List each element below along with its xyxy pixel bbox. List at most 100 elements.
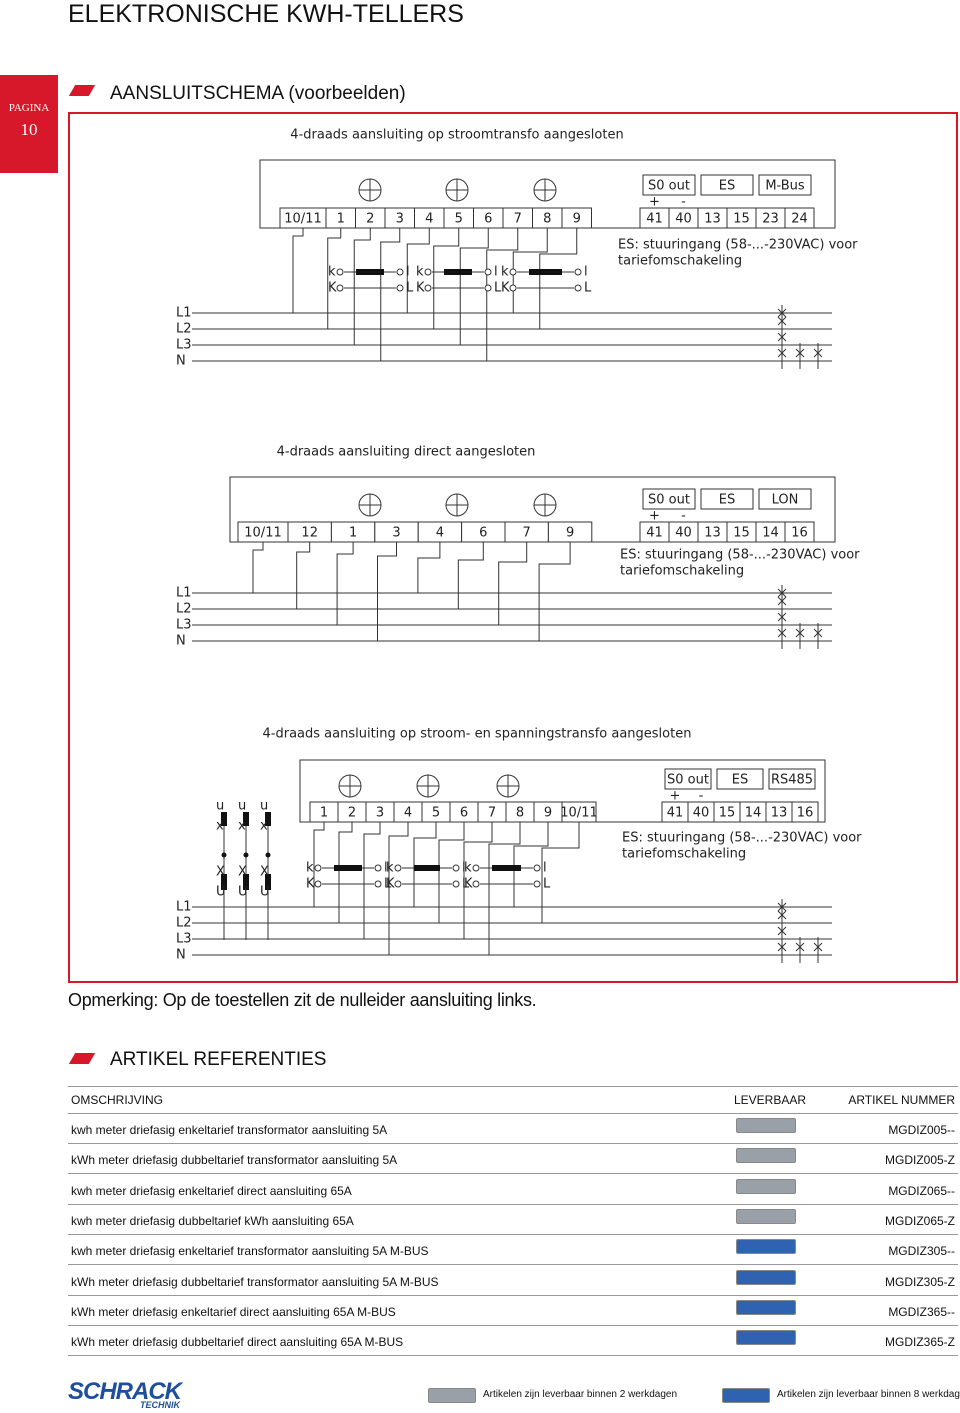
ct-terminal bbox=[314, 880, 322, 888]
wire bbox=[388, 822, 409, 955]
wire bbox=[292, 228, 304, 313]
logo: SCHRACK TECHNIK bbox=[68, 1378, 193, 1410]
section-marker bbox=[68, 1053, 96, 1064]
wire bbox=[539, 228, 578, 329]
terminal-label: 3 bbox=[396, 212, 404, 227]
ct-label: l bbox=[406, 265, 410, 280]
terminal-label: 9 bbox=[573, 212, 581, 227]
terminal-label: 1 bbox=[337, 212, 345, 227]
terminal-label: 8 bbox=[516, 806, 524, 821]
ct-coil bbox=[414, 865, 440, 871]
ct-terminal bbox=[396, 284, 404, 292]
output-label: RS485 bbox=[771, 773, 813, 788]
wire bbox=[413, 822, 437, 907]
ct-terminal bbox=[396, 268, 404, 276]
table-header: OMSCHRIJVING LEVERBAAR ARTIKEL NUMMER bbox=[68, 1086, 958, 1114]
description-cell: kWh meter driefasig enkeltarief direct a… bbox=[71, 1304, 396, 1319]
wire bbox=[313, 822, 325, 907]
wire bbox=[488, 822, 521, 955]
output-label: ES bbox=[719, 179, 735, 194]
phase-label: L2 bbox=[176, 322, 192, 337]
phase-label: L1 bbox=[176, 586, 192, 601]
terminal-label: 7 bbox=[514, 212, 522, 227]
polarity: + bbox=[649, 195, 660, 210]
output-label-box bbox=[768, 768, 816, 790]
diagrams: 4-draads aansluiting op stroomtransfo aa… bbox=[68, 112, 958, 983]
code-cell: MGDIZ305-- bbox=[888, 1244, 955, 1259]
phase-label: N bbox=[176, 354, 186, 369]
output-label-box bbox=[758, 174, 812, 196]
output-label: ES bbox=[732, 773, 748, 788]
node bbox=[221, 852, 227, 858]
phase-label: L2 bbox=[176, 916, 192, 931]
vt-label: u bbox=[238, 799, 246, 814]
polarity: - bbox=[699, 789, 704, 804]
terminal-label: 4 bbox=[425, 212, 433, 227]
ct-coil bbox=[529, 269, 562, 275]
terminal-label: 1 bbox=[320, 806, 328, 821]
delivery-icon bbox=[736, 1269, 796, 1285]
wire bbox=[327, 228, 342, 329]
output-label-box bbox=[700, 174, 754, 196]
output-label-box bbox=[642, 488, 696, 510]
ct-coil bbox=[334, 865, 362, 871]
terminal-label: 23 bbox=[762, 212, 779, 227]
wire bbox=[433, 228, 460, 329]
ct-terminal bbox=[452, 880, 460, 888]
vt-label: X bbox=[238, 865, 247, 880]
legend-text: Artikelen zijn leverbaar binnen 8 werkda… bbox=[777, 1389, 960, 1400]
ct-label: L bbox=[584, 281, 592, 296]
ct-label: l bbox=[494, 265, 498, 280]
description-cell: kwh meter driefasig dubbeltarief kWh aan… bbox=[71, 1213, 354, 1228]
ct-terminal bbox=[509, 284, 517, 292]
vt-coil bbox=[243, 874, 249, 890]
description-cell: kWh meter driefasig dubbeltarief direct … bbox=[71, 1335, 404, 1350]
terminal-label: 9 bbox=[566, 526, 574, 541]
wire bbox=[459, 228, 489, 345]
logo-sub: TECHNIK bbox=[140, 1400, 180, 1410]
remark: Opmerking: Op de toestellen zit de nulle… bbox=[68, 990, 537, 1010]
ct-terminal bbox=[472, 880, 480, 888]
phase-label: N bbox=[176, 948, 186, 963]
ct-terminal bbox=[374, 880, 382, 888]
terminal-label: 13 bbox=[704, 526, 721, 541]
output-label: S0 out bbox=[648, 493, 690, 508]
header-cell: LEVERBAAR bbox=[734, 1093, 807, 1107]
table-row: kWh meter driefasig dubbeltarief transfo… bbox=[68, 1143, 958, 1175]
diagram-title: 4-draads aansluiting op stroomtransfo aa… bbox=[290, 128, 623, 143]
note: tariefomschakeling bbox=[618, 254, 742, 269]
vt-coil bbox=[221, 874, 227, 890]
phase-label: N bbox=[176, 634, 186, 649]
phase-label: L1 bbox=[176, 900, 192, 915]
table-row: kWh meter driefasig dubbeltarief direct … bbox=[68, 1325, 958, 1357]
ct-terminal bbox=[484, 268, 492, 276]
terminal-label: 6 bbox=[460, 806, 468, 821]
terminal-label: 1 bbox=[349, 526, 357, 541]
wire bbox=[363, 822, 381, 939]
page-number: 10 bbox=[20, 120, 38, 139]
vt-label: x bbox=[216, 819, 224, 834]
terminal-label: 40 bbox=[675, 526, 692, 541]
terminal-label: 7 bbox=[523, 526, 531, 541]
wire bbox=[252, 542, 264, 593]
terminal-label: 16 bbox=[797, 806, 814, 821]
ct-label: K bbox=[464, 877, 473, 892]
wire bbox=[336, 542, 354, 625]
delivery-icon bbox=[736, 1118, 796, 1133]
delivery-icon bbox=[736, 1299, 796, 1315]
ct-label: l bbox=[462, 861, 466, 876]
diagram-title: 4-draads aansluiting direct aangesloten bbox=[277, 445, 536, 460]
table-row: kwh meter driefasig enkeltarief transfor… bbox=[68, 1234, 958, 1266]
terminal-label: 4 bbox=[436, 526, 444, 541]
output-label-box bbox=[642, 174, 696, 196]
ct-terminal bbox=[336, 268, 344, 276]
output-label: M-Bus bbox=[765, 179, 805, 194]
ct-label: k bbox=[464, 861, 472, 876]
terminal-label: 24 bbox=[791, 212, 808, 227]
ct-terminal bbox=[424, 268, 432, 276]
wire bbox=[377, 542, 397, 641]
delivery-icon bbox=[722, 1388, 770, 1403]
vt-coil bbox=[265, 874, 271, 890]
delivery-icon bbox=[736, 1208, 796, 1224]
polarity: + bbox=[670, 789, 681, 804]
